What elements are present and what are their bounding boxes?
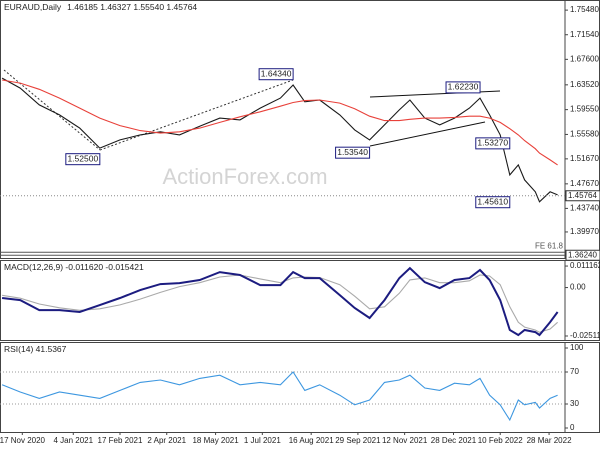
y-tick-label: 1.75480 <box>570 5 599 14</box>
fe-label: 1.36240 <box>568 250 597 259</box>
title-text: MACD(12,26,9) -0.011620 -0.015421 <box>4 262 144 272</box>
series-line <box>1 77 558 203</box>
series-line <box>1 371 558 422</box>
y-tick-label: 0.00 <box>570 283 586 292</box>
price-box <box>565 190 600 202</box>
watermark: ActionForex.com <box>162 164 327 189</box>
y-tick-label: -0.025117 <box>570 331 600 340</box>
x-tick-label: 17 Nov 2020 <box>0 436 46 445</box>
last-price-label: 1.45764 <box>568 191 597 200</box>
y-tick-label: 1.59550 <box>570 105 599 114</box>
x-tick-label: 12 Nov 2021 <box>382 436 428 445</box>
pivot-box <box>65 153 101 166</box>
x-tick-label: 10 Feb 2022 <box>478 436 523 445</box>
x-tick-label: 17 Feb 2021 <box>98 436 143 445</box>
y-tick-label: 1.71540 <box>570 30 599 39</box>
y-tick-label: 1.63520 <box>570 80 599 89</box>
y-tick-label: 70 <box>570 367 579 376</box>
pivot-label: 1.62230 <box>448 82 479 92</box>
x-tick-label: 16 Aug 2021 <box>289 436 334 445</box>
pivot-label: 1.45610 <box>477 196 508 206</box>
title-text: EURAUD,Daily <box>4 2 62 12</box>
pivot-box <box>335 146 371 159</box>
y-tick-label: 1.55580 <box>570 130 599 139</box>
y-tick-label: 30 <box>570 399 579 408</box>
y-tick-label: 1.67600 <box>570 54 599 63</box>
panel-title: MACD(12,26,9) -0.011620 -0.015421 <box>4 262 144 272</box>
pivot-box <box>475 137 511 150</box>
x-tick-label: 28 Dec 2021 <box>431 436 477 445</box>
y-tick-label: 1.43740 <box>570 204 599 213</box>
y-tick-label: 1.47670 <box>570 179 599 188</box>
series-line <box>1 266 559 337</box>
y-tick-label: 1.51670 <box>570 154 599 163</box>
panel-title: EURAUD,Daily 1.46185 1.46327 1.55540 1.45… <box>4 2 197 12</box>
pivot-label: 1.52500 <box>67 153 98 163</box>
panel-title: RSI(14) 41.5367 <box>4 344 67 354</box>
pivot-box <box>445 81 481 94</box>
y-tick-label: 100 <box>570 343 584 352</box>
fe-text: FE 61.8 <box>535 241 564 250</box>
ohlc-text: 1.46185 1.46327 1.55540 1.45764 <box>67 2 197 12</box>
pivot-label: 1.53270 <box>477 138 508 148</box>
series-line <box>2 79 558 166</box>
title-text: RSI(14) 41.5367 <box>4 344 67 354</box>
series-line <box>2 274 558 333</box>
y-tick-label: 1.39970 <box>570 227 599 236</box>
x-tick-label: 18 May 2021 <box>192 436 239 445</box>
x-tick-label: 1 Jul 2021 <box>244 436 281 445</box>
x-tick-label: 29 Sep 2021 <box>335 436 381 445</box>
y-tick-label: 0.011162 <box>570 261 600 270</box>
trend-line <box>369 121 486 147</box>
pivot-box <box>475 196 511 209</box>
x-tick-label: 2 Apr 2021 <box>147 436 186 445</box>
pivot-label: 1.53540 <box>337 147 368 157</box>
x-tick-label: 4 Jan 2021 <box>53 436 93 445</box>
pivot-label: 1.64340 <box>261 68 292 78</box>
y-tick-label: 0 <box>570 423 575 432</box>
pivot-box <box>258 68 294 81</box>
x-tick-label: 28 Mar 2022 <box>527 436 572 445</box>
